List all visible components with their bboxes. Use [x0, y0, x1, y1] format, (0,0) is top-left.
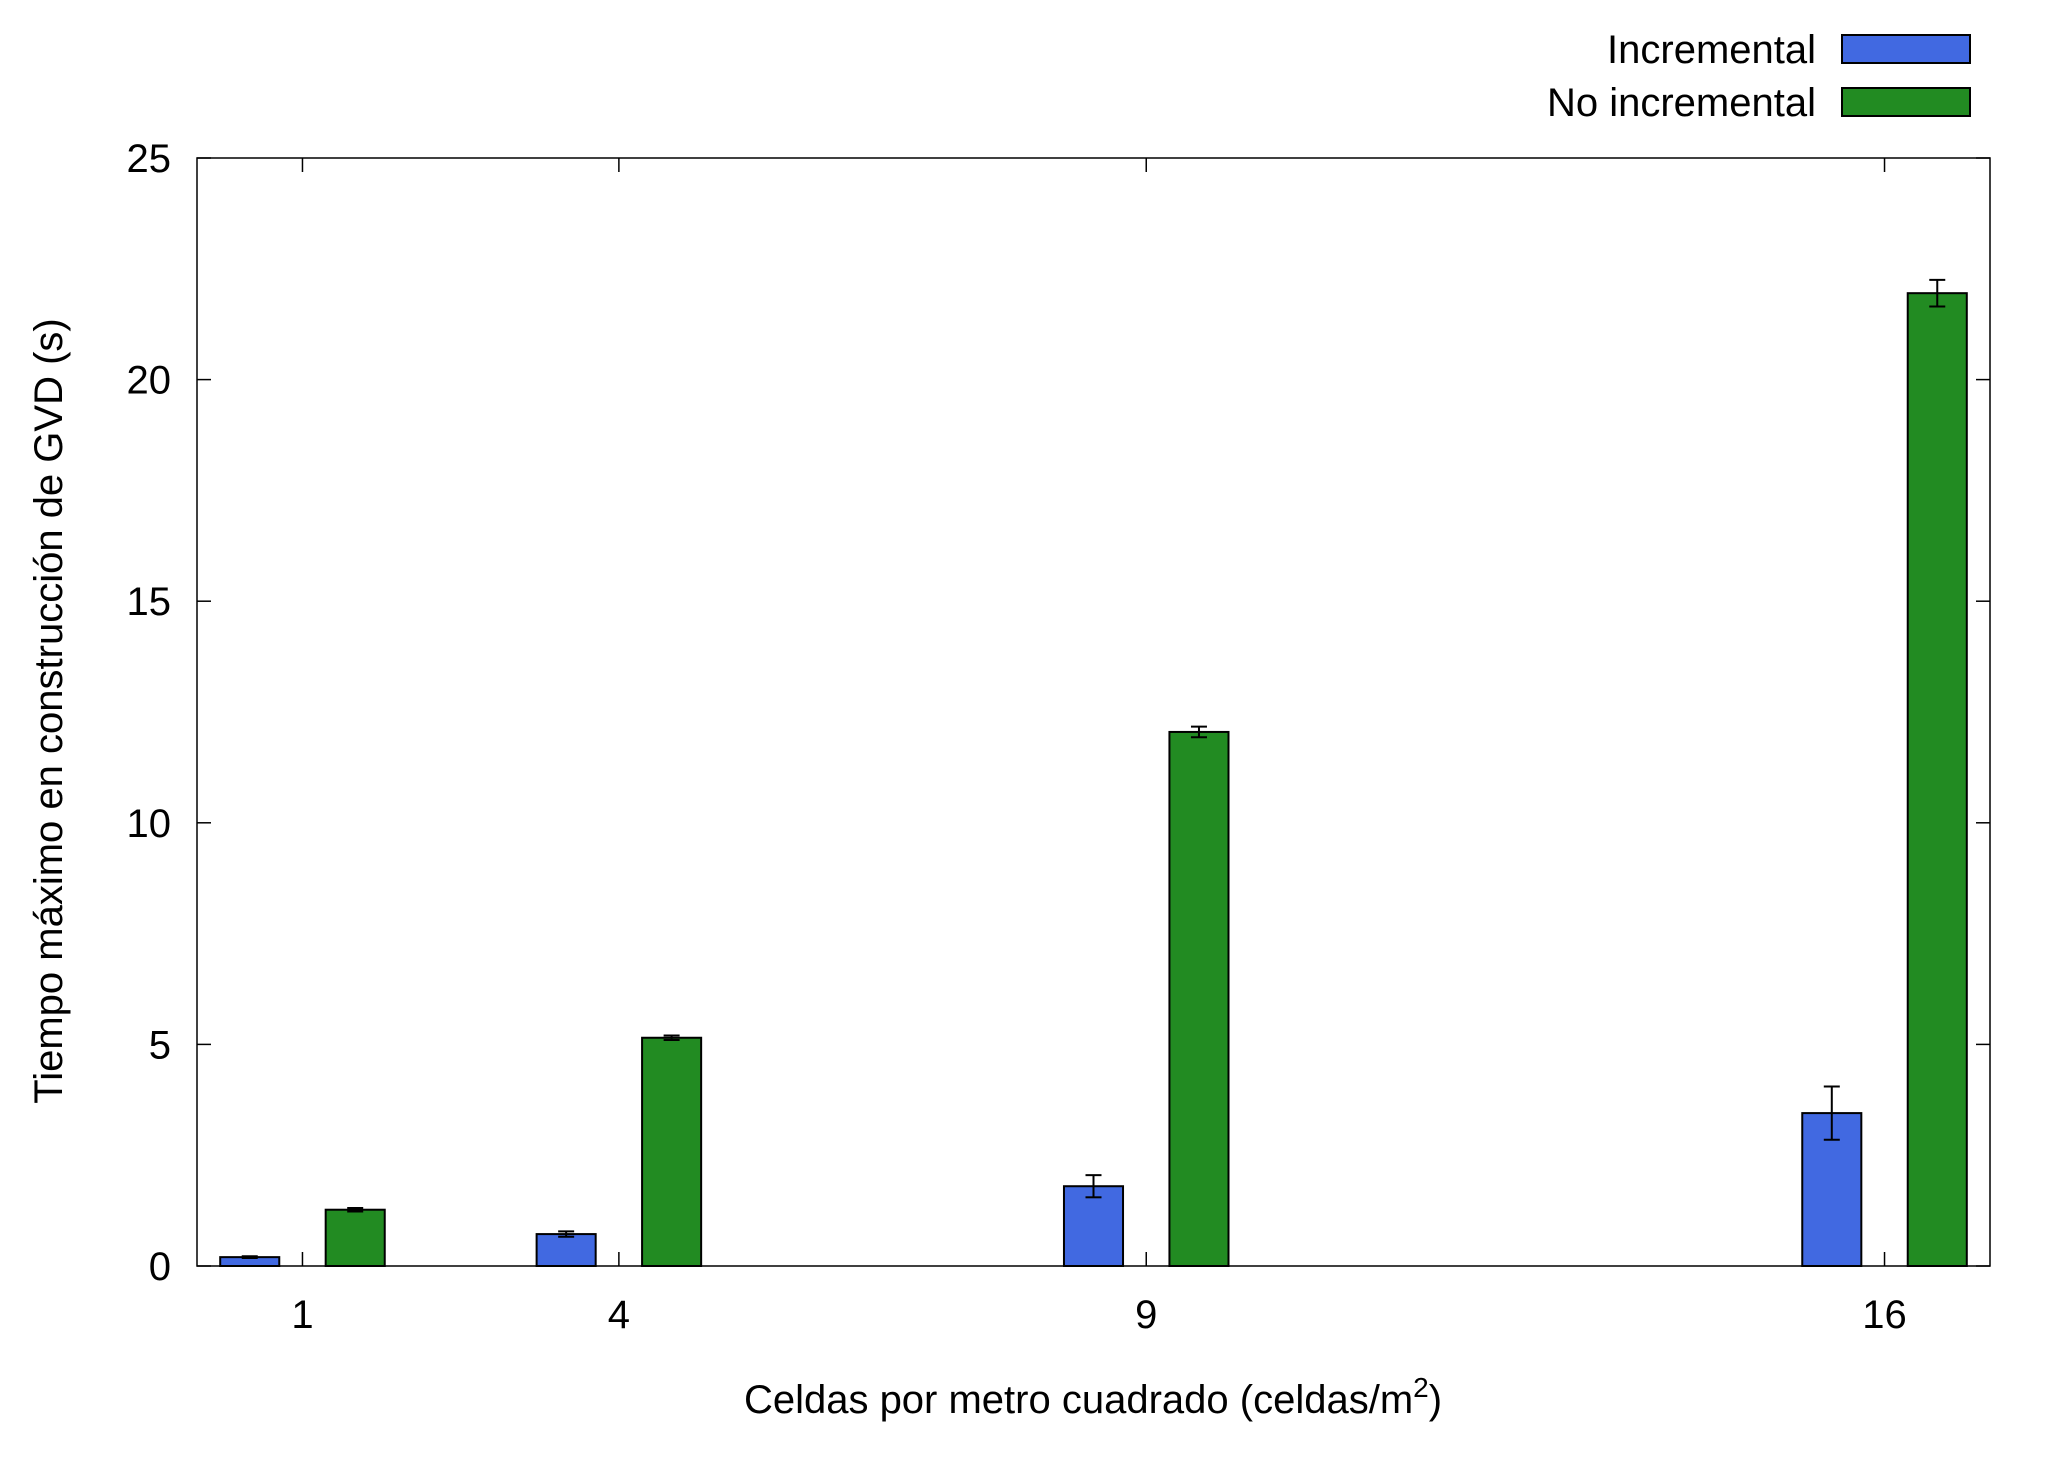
y-tick-label: 20 [127, 359, 172, 403]
y-tick-label: 10 [127, 802, 172, 846]
plot-frame [196, 157, 1991, 1267]
x-tick-label: 9 [1135, 1293, 1157, 1337]
x-tick-label: 4 [608, 1293, 630, 1337]
bar [1062, 1185, 1125, 1267]
bar [1168, 730, 1230, 1267]
bar [324, 1208, 386, 1268]
y-tick-label: 25 [127, 137, 172, 181]
legend: Incremental No incremental [1547, 28, 1971, 125]
y-axis-title: Tiempo máximo en construcción de GVD (s) [27, 318, 71, 1103]
legend-swatch [1841, 34, 1971, 64]
axis-ticks: 0 5 10 15 20 25 1 4 9 16 [127, 137, 1990, 1337]
y-tick-label: 15 [127, 580, 172, 624]
x-axis-title-text: Celdas por metro cuadrado (celdas/m [744, 1378, 1413, 1422]
bar [1906, 292, 1968, 1267]
legend-label: No incremental [1547, 81, 1816, 125]
x-axis-title: Celdas por metro cuadrado (celdas/m2) [744, 1372, 1442, 1422]
legend-label: Incremental [1607, 28, 1816, 72]
x-axis-title-suffix: ) [1429, 1378, 1442, 1422]
y-tick-label: 0 [149, 1245, 171, 1289]
legend-swatch [1841, 87, 1971, 117]
bar [641, 1036, 703, 1267]
x-tick-label: 1 [291, 1293, 313, 1337]
bar-marks [219, 292, 1968, 1268]
x-axis-title-superscript: 2 [1413, 1372, 1429, 1403]
bar [535, 1233, 597, 1267]
error-bars [241, 278, 1946, 1260]
y-tick-label: 5 [149, 1023, 171, 1067]
x-tick-label: 16 [1862, 1293, 1907, 1337]
